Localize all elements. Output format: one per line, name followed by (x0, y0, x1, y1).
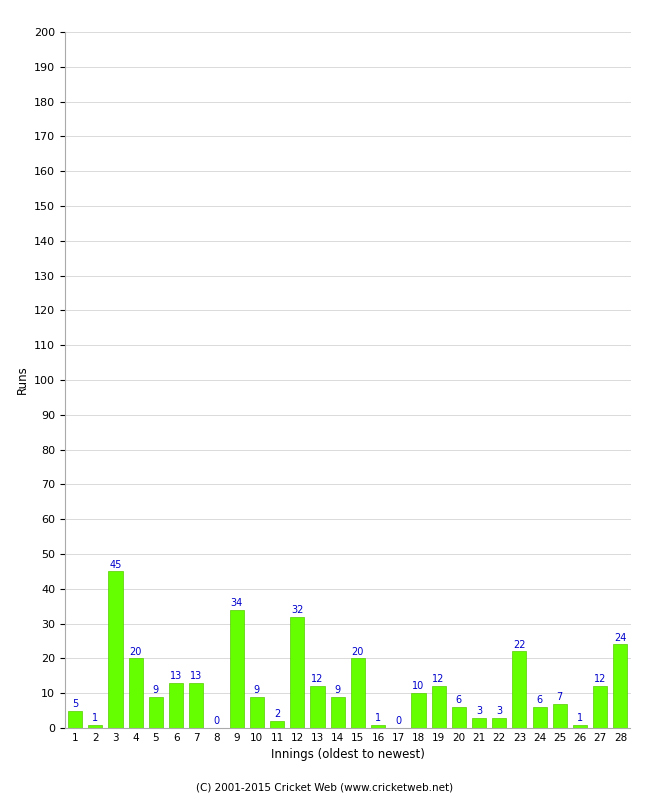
Bar (371, 725, 385, 728)
Bar (189, 682, 203, 728)
Bar (88, 725, 102, 728)
Bar (68, 710, 82, 728)
Bar (532, 707, 547, 728)
Text: 9: 9 (254, 685, 260, 695)
Bar (229, 610, 244, 728)
Text: 6: 6 (456, 695, 462, 706)
Bar (452, 707, 466, 728)
Bar (331, 697, 345, 728)
Bar (351, 658, 365, 728)
Bar (432, 686, 446, 728)
Text: 13: 13 (190, 671, 202, 681)
Y-axis label: Runs: Runs (16, 366, 29, 394)
Bar (270, 721, 284, 728)
Bar (169, 682, 183, 728)
Text: 9: 9 (335, 685, 341, 695)
Bar (573, 725, 587, 728)
Text: 2: 2 (274, 710, 280, 719)
Text: 45: 45 (109, 560, 122, 570)
Text: 1: 1 (577, 713, 583, 722)
Text: 12: 12 (432, 674, 445, 685)
Text: 20: 20 (352, 646, 364, 657)
X-axis label: Innings (oldest to newest): Innings (oldest to newest) (271, 749, 424, 762)
Text: 6: 6 (536, 695, 543, 706)
Text: 7: 7 (556, 692, 563, 702)
Bar (552, 704, 567, 728)
Text: 1: 1 (92, 713, 98, 722)
Bar (109, 571, 123, 728)
Text: 0: 0 (213, 716, 220, 726)
Bar (411, 693, 426, 728)
Text: 9: 9 (153, 685, 159, 695)
Text: 12: 12 (594, 674, 606, 685)
Text: 20: 20 (129, 646, 142, 657)
Text: 3: 3 (496, 706, 502, 716)
Bar (290, 617, 304, 728)
Text: 32: 32 (291, 605, 304, 615)
Bar (149, 697, 163, 728)
Bar (512, 651, 527, 728)
Bar (492, 718, 506, 728)
Bar (129, 658, 143, 728)
Text: 22: 22 (513, 640, 526, 650)
Bar (593, 686, 607, 728)
Text: 24: 24 (614, 633, 627, 642)
Text: 5: 5 (72, 699, 78, 709)
Text: 1: 1 (375, 713, 381, 722)
Text: 12: 12 (311, 674, 324, 685)
Bar (250, 697, 264, 728)
Text: 34: 34 (231, 598, 243, 608)
Text: 0: 0 (395, 716, 401, 726)
Text: (C) 2001-2015 Cricket Web (www.cricketweb.net): (C) 2001-2015 Cricket Web (www.cricketwe… (196, 782, 454, 792)
Bar (472, 718, 486, 728)
Bar (614, 645, 627, 728)
Text: 10: 10 (412, 682, 424, 691)
Text: 3: 3 (476, 706, 482, 716)
Bar (311, 686, 324, 728)
Text: 13: 13 (170, 671, 182, 681)
